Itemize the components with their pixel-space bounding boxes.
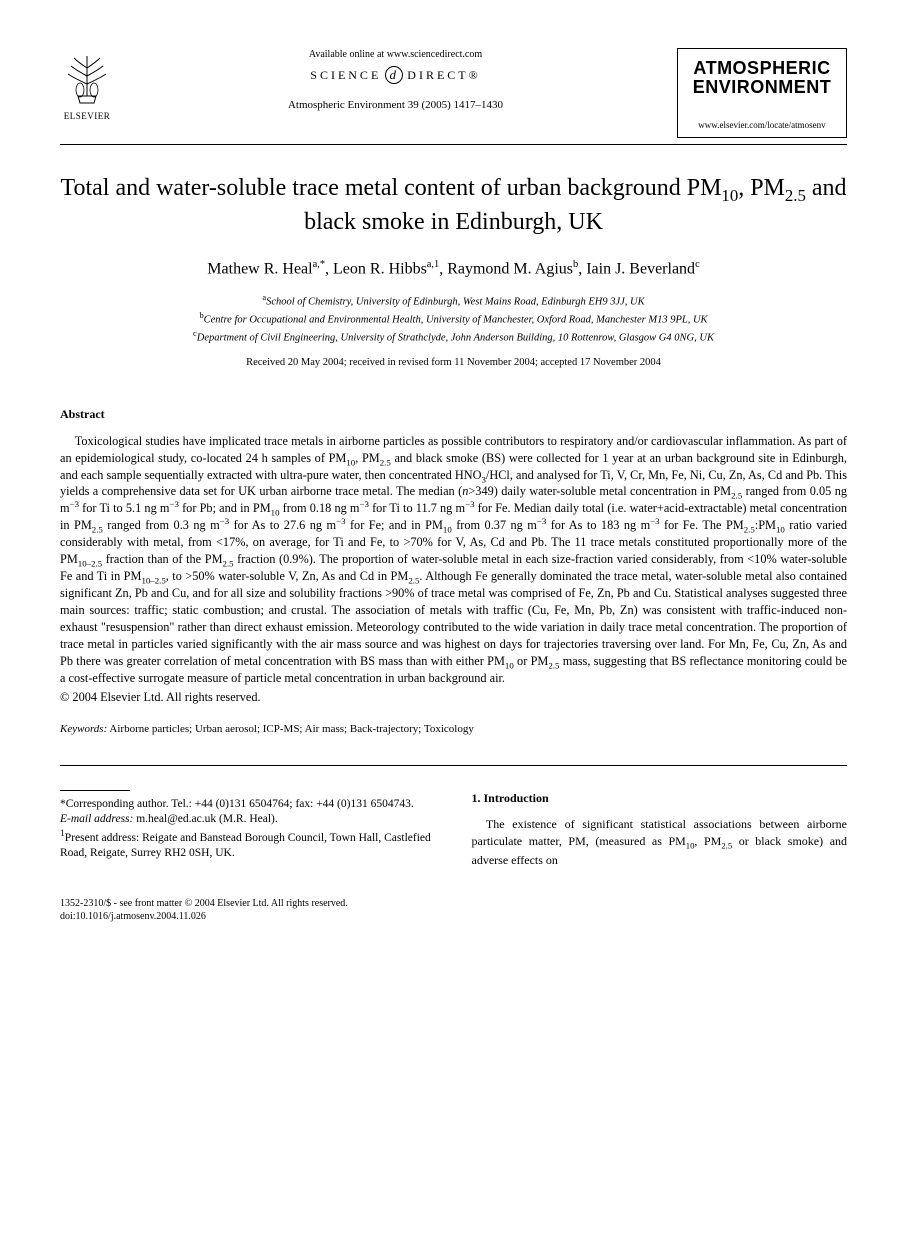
footer-line1: 1352-2310/$ - see front matter © 2004 El… [60,897,847,910]
journal-reference: Atmospheric Environment 39 (2005) 1417–1… [134,98,657,113]
affiliation-c: cDepartment of Civil Engineering, Univer… [60,328,847,346]
article-dates: Received 20 May 2004; received in revise… [60,356,847,370]
footnote-separator [60,790,130,791]
keywords-label: Keywords: [60,723,107,735]
affiliation-b: bCentre for Occupational and Environment… [60,310,847,328]
page-header: ELSEVIER Available online at www.science… [60,48,847,138]
elsevier-logo: ELSEVIER [60,48,114,122]
journal-name-line2: ENVIRONMENT [686,78,838,97]
email-line: E-mail address: m.heal@ed.ac.uk (M.R. He… [60,812,436,828]
present-address: 1Present address: Reigate and Banstead B… [60,828,436,862]
article-title: Total and water-soluble trace metal cont… [60,173,847,238]
keywords: Keywords: Airborne particles; Urban aero… [60,722,847,737]
header-center: Available online at www.sciencedirect.co… [114,48,677,112]
section-divider [60,765,847,766]
affiliations: aSchool of Chemistry, University of Edin… [60,292,847,347]
copyright-line: © 2004 Elsevier Ltd. All rights reserved… [60,689,847,706]
sd-left: SCIENCE [310,67,381,83]
sciencedirect-logo: SCIENCE d DIRECT® [310,66,480,84]
sd-d-icon: d [385,66,403,84]
email-address: m.heal@ed.ac.uk (M.R. Heal). [136,813,278,825]
elsevier-tree-icon [60,48,114,108]
abstract-heading: Abstract [60,406,847,422]
left-column: *Corresponding author. Tel.: +44 (0)131 … [60,790,436,869]
header-divider [60,144,847,145]
journal-name-line1: ATMOSPHERIC [686,59,838,78]
email-label: E-mail address: [60,813,133,825]
abstract-text: Toxicological studies have implicated tr… [60,433,847,688]
page-footer: 1352-2310/$ - see front matter © 2004 El… [60,897,847,923]
journal-url: www.elsevier.com/locate/atmosenv [686,119,838,131]
keywords-text: Airborne particles; Urban aerosol; ICP-M… [109,723,473,735]
sd-right: DIRECT® [407,67,480,83]
authors-list: Mathew R. Heala,*, Leon R. Hibbsa,1, Ray… [60,258,847,280]
publisher-name: ELSEVIER [64,110,111,122]
footer-line2: doi:10.1016/j.atmosenv.2004.11.026 [60,910,847,923]
corresponding-author: *Corresponding author. Tel.: +44 (0)131 … [60,797,436,813]
right-column: 1. Introduction The existence of signifi… [472,790,848,869]
journal-title-box: ATMOSPHERIC ENVIRONMENT www.elsevier.com… [677,48,847,138]
intro-text: The existence of significant statistical… [472,816,848,868]
available-online-text: Available online at www.sciencedirect.co… [134,48,657,62]
intro-heading: 1. Introduction [472,790,848,806]
two-column-layout: *Corresponding author. Tel.: +44 (0)131 … [60,790,847,869]
affiliation-a: aSchool of Chemistry, University of Edin… [60,292,847,310]
